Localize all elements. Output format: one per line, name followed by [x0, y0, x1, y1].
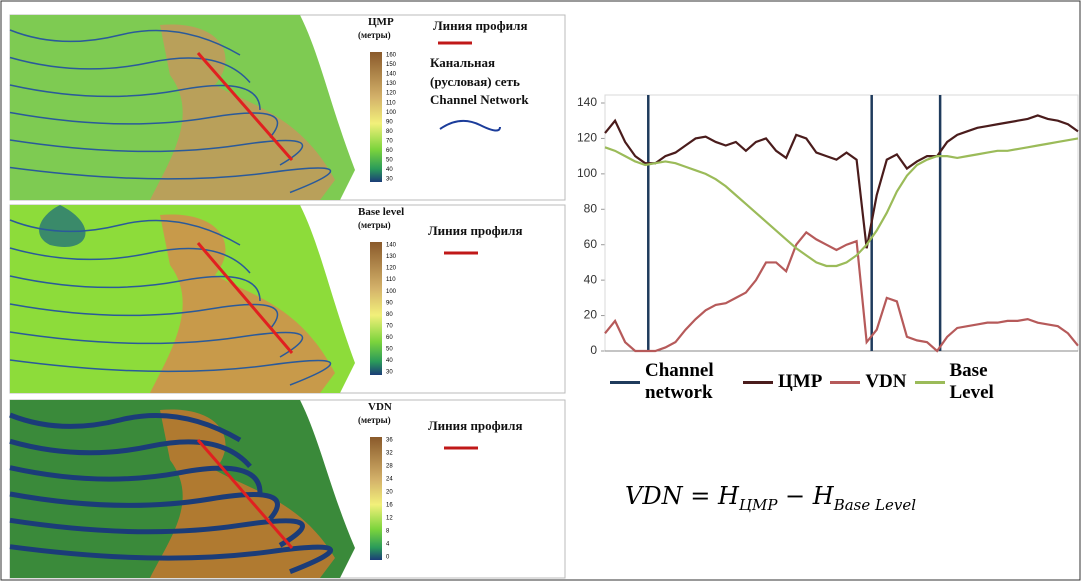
- colorbar-tick-label: 12: [386, 516, 393, 522]
- legend: Channel network ЦМР VDN Base Level: [610, 360, 1010, 404]
- legend-swatch: [610, 381, 640, 384]
- colorbar-tick-label: 36: [386, 438, 393, 444]
- colorbar-tick-label: 110: [386, 277, 396, 283]
- colorbar-tick-label: 100: [386, 110, 397, 116]
- colorbar-tick-label: 20: [386, 490, 393, 496]
- colorbar-tick-label: 130: [386, 254, 397, 260]
- colorbar-tick-label: 110: [386, 100, 396, 106]
- legend-item: ЦМР: [743, 371, 822, 393]
- profile-label: Линия профиля: [428, 223, 522, 239]
- colorbar: [370, 242, 382, 375]
- colorbar-tick-label: 40: [386, 167, 393, 173]
- colorbar-tick-label: 100: [386, 289, 397, 295]
- colorbar-tick-label: 90: [386, 119, 393, 125]
- colorbar-tick-label: 130: [386, 81, 397, 87]
- plot-frame: [605, 95, 1078, 351]
- legend-item: VDN: [830, 371, 906, 393]
- unit-label: (метры): [358, 220, 391, 230]
- legend-label: Base Level: [950, 360, 1010, 404]
- profile-label: Линия профиля: [428, 418, 522, 434]
- legend-label: VDN: [865, 371, 906, 393]
- colorbar-tick-label: 60: [386, 148, 393, 154]
- colorbar-tick-label: 120: [386, 266, 397, 272]
- colorbar-tick-label: 120: [386, 91, 397, 97]
- panel-title: VDN: [368, 401, 392, 413]
- y-tick-label: 20: [584, 308, 598, 322]
- formula-part: − H: [777, 482, 833, 510]
- colorbar-tick-label: 24: [386, 477, 393, 483]
- legend-swatch: [915, 381, 945, 384]
- y-tick-label: 40: [584, 272, 598, 286]
- network-label-en: Channel Network: [430, 92, 529, 108]
- y-tick-label: 0: [590, 343, 597, 357]
- colorbar-tick-label: 90: [386, 300, 393, 306]
- legend-swatch: [830, 381, 860, 384]
- formula-part: VDN = H: [625, 482, 739, 510]
- panel-title: ЦМР: [368, 16, 394, 28]
- colorbar: [370, 437, 382, 560]
- y-tick-label: 100: [577, 166, 597, 180]
- legend-label: ЦМР: [778, 371, 822, 393]
- formula: VDN = HЦМР − HBase Level: [625, 482, 916, 514]
- profile-label: Линия профиля: [433, 18, 527, 34]
- formula-part: Base Level: [834, 496, 916, 514]
- colorbar-tick-label: 150: [386, 62, 397, 68]
- colorbar-tick-label: 30: [386, 177, 393, 183]
- colorbar-tick-label: 32: [386, 451, 393, 457]
- y-tick-label: 80: [584, 201, 598, 215]
- unit-label: (метры): [358, 30, 391, 40]
- legend-swatch: [743, 381, 773, 384]
- colorbar-tick-label: 50: [386, 346, 393, 352]
- colorbar-tick-label: 160: [386, 53, 397, 59]
- colorbar-tick-label: 50: [386, 158, 393, 164]
- colorbar-tick-label: 80: [386, 312, 393, 318]
- colorbar-tick-label: 28: [386, 464, 393, 470]
- unit-label: (метры): [358, 415, 391, 425]
- colorbar-tick-label: 140: [386, 243, 397, 249]
- colorbar-tick-label: 60: [386, 335, 393, 341]
- network-label: Канальная (русловая) сеть: [430, 53, 555, 91]
- y-tick-label: 140: [577, 95, 597, 109]
- colorbar-tick-label: 140: [386, 72, 397, 78]
- formula-part: ЦМР: [739, 496, 778, 514]
- y-tick-label: 120: [577, 131, 597, 145]
- colorbar-tick-label: 16: [386, 503, 393, 509]
- colorbar-tick-label: 80: [386, 129, 393, 135]
- legend-label: Channel network: [645, 360, 735, 404]
- legend-item: Channel network: [610, 360, 735, 404]
- colorbar-tick-label: 70: [386, 323, 393, 329]
- legend-item: Base Level: [915, 360, 1010, 404]
- series-line: [605, 115, 1078, 248]
- colorbar: [370, 52, 382, 182]
- page: 1601501401301201101009080706050403014013…: [0, 0, 1081, 581]
- series-line: [605, 232, 1078, 351]
- colorbar-tick-label: 40: [386, 358, 393, 364]
- y-tick-label: 60: [584, 237, 598, 251]
- colorbar-tick-label: 70: [386, 138, 393, 144]
- panel-title: Base level: [358, 206, 404, 218]
- colorbar-tick-label: 30: [386, 370, 393, 376]
